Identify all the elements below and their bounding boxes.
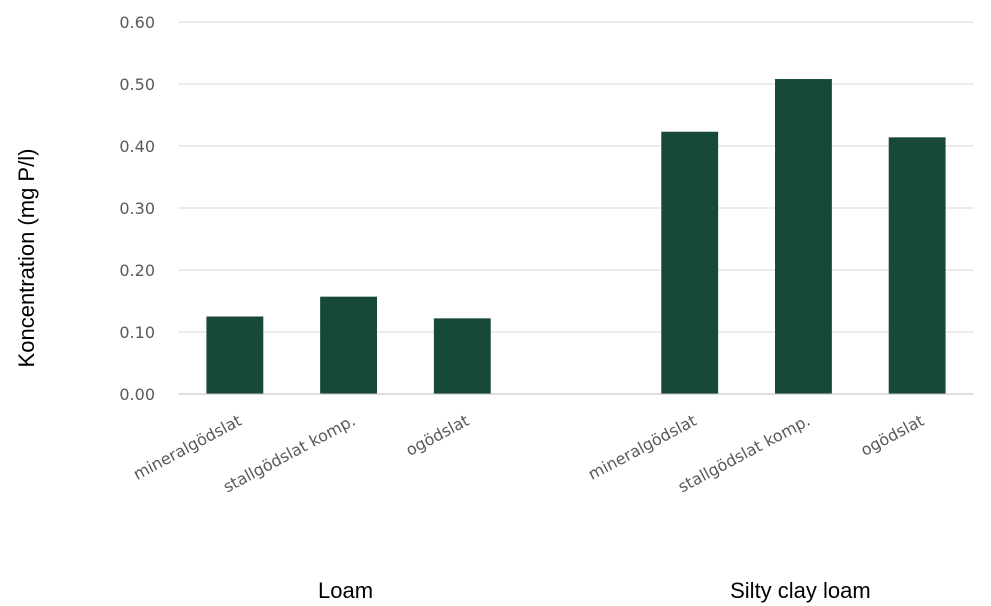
group-labels: Loam Silty clay loam	[318, 578, 871, 603]
x-category-label: ogödslat	[403, 411, 473, 460]
y-tick-label: 0.10	[119, 323, 155, 342]
y-axis-label: Koncentration (mg P/l)	[14, 149, 39, 368]
bar	[775, 79, 832, 394]
group-label: Loam	[318, 578, 373, 603]
group-label: Silty clay loam	[730, 578, 871, 603]
x-category-label: mineralgödslat	[585, 411, 700, 484]
y-tick-label: 0.30	[119, 199, 155, 218]
bar	[661, 131, 719, 395]
bar	[206, 316, 264, 394]
x-category-label: mineralgödslat	[130, 411, 245, 484]
x-category-label: ogödslat	[857, 411, 927, 460]
y-axis-ticks: 0.00 0.10 0.20 0.30 0.40 0.50 0.60	[119, 13, 155, 404]
bar	[433, 318, 491, 394]
bar	[888, 137, 946, 394]
y-tick-label: 0.60	[119, 13, 155, 32]
bars	[206, 79, 946, 395]
y-tick-label: 0.20	[119, 261, 155, 280]
y-tick-label: 0.50	[119, 75, 155, 94]
bar	[320, 296, 377, 394]
y-tick-label: 0.40	[119, 137, 155, 156]
y-tick-label: 0.00	[119, 385, 155, 404]
gridlines	[178, 21, 974, 333]
